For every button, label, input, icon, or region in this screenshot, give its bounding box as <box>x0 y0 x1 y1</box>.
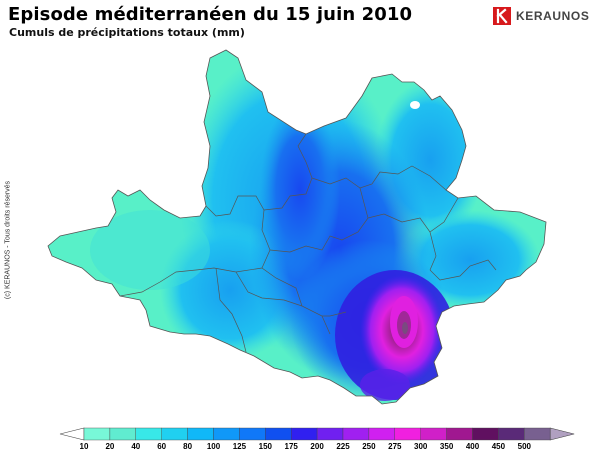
legend-label: 10 <box>79 442 89 451</box>
legend-swatch <box>265 427 292 441</box>
legend-bar <box>59 427 575 441</box>
legend-swatch <box>316 427 344 441</box>
legend-label: 225 <box>336 442 350 451</box>
department-boundaries <box>119 133 497 353</box>
legend-label: 125 <box>232 442 247 451</box>
legend-swatch <box>291 427 318 441</box>
legend-swatch <box>524 427 551 441</box>
keraunos-logo: KERAUNOS <box>493 6 589 26</box>
map-subtitle: Cumuls de précipitations totaux (mm) <box>9 26 245 39</box>
map-title: Episode méditerranéen du 15 juin 2010 <box>8 4 413 25</box>
legend-swatch <box>368 427 395 441</box>
legend-label: 200 <box>310 442 324 451</box>
legend-swatch <box>394 427 421 441</box>
legend-label: 40 <box>131 442 141 451</box>
legend-swatch <box>342 427 370 441</box>
legend-swatch <box>446 427 473 441</box>
legend-swatch <box>109 427 137 441</box>
legend-label: 80 <box>183 442 193 451</box>
legend-label: 100 <box>206 442 221 451</box>
legend-label: 400 <box>465 442 480 451</box>
legend-label: 60 <box>157 442 167 451</box>
legend-label: 300 <box>414 442 428 451</box>
legend-label: 175 <box>284 442 298 451</box>
keraunos-logo-icon <box>493 7 511 25</box>
legend-arrow-low <box>59 427 85 441</box>
legend-label: 275 <box>388 442 402 451</box>
legend-swatch <box>239 427 266 441</box>
legend-label: 450 <box>491 442 506 451</box>
legend-swatch <box>498 427 525 441</box>
legend-swatch <box>161 427 188 441</box>
legend-label: 500 <box>517 442 531 451</box>
legend-labels: 10 20 40 60 80 100 125 150 175 200 225 250 275 300 350… <box>0 442 600 454</box>
legend-swatch <box>472 427 499 441</box>
legend-swatch <box>187 427 214 441</box>
logo-text: KERAUNOS <box>516 9 590 23</box>
legend-label: 20 <box>105 442 115 451</box>
legend-swatch <box>135 427 162 441</box>
legend-swatch <box>83 427 111 441</box>
rainfall-field <box>48 50 546 404</box>
legend-label: 350 <box>439 442 454 451</box>
legend-swatch <box>420 427 447 441</box>
legend-label: 150 <box>258 442 272 451</box>
legend-label: 250 <box>362 442 376 451</box>
legend-arrow-high <box>549 427 575 441</box>
legend-swatch <box>213 427 240 441</box>
